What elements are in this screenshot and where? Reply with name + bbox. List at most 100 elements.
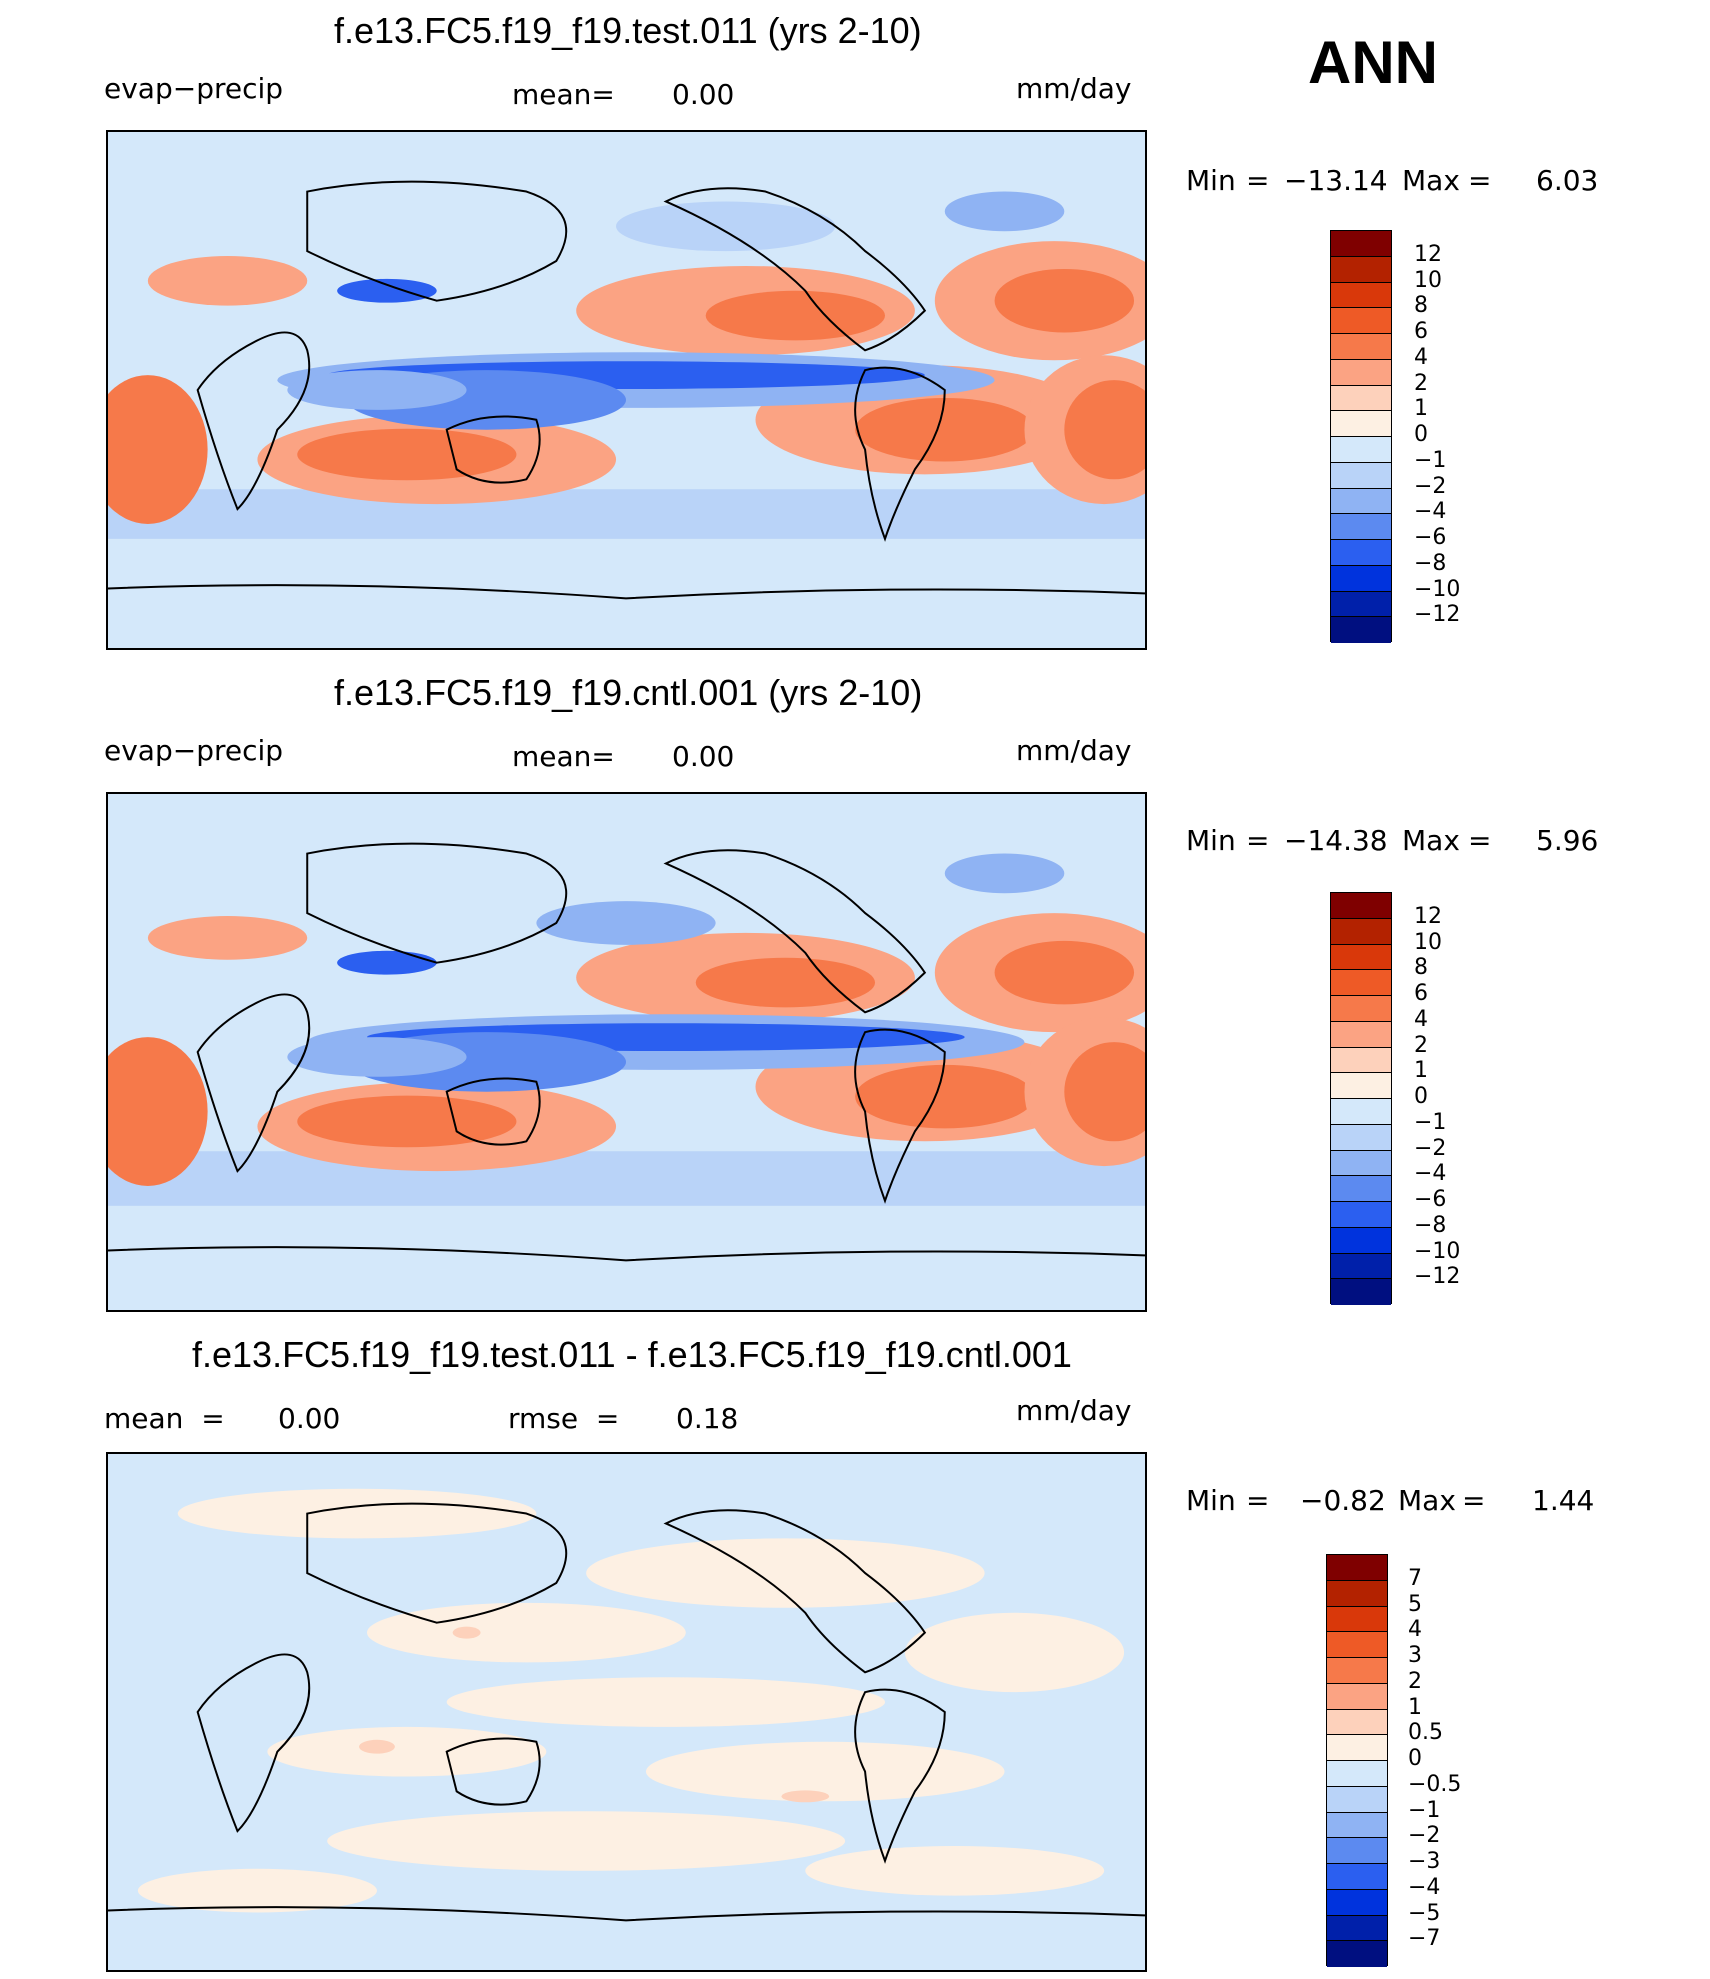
- colorbar-tick-label: −10: [1414, 1238, 1461, 1264]
- colorbar-tick-label: 0: [1414, 422, 1428, 447]
- panel-2-mean-label: mean=: [512, 740, 615, 773]
- panel-1-max-value: 6.03: [1536, 164, 1599, 197]
- colorbar-swatch: [1327, 1812, 1387, 1839]
- colorbar-tick-label: −2: [1408, 1823, 1441, 1849]
- colorbar-swatch: [1327, 1658, 1387, 1684]
- colorbar-tick-label: 1: [1414, 396, 1428, 422]
- colorbar-swatch: [1331, 411, 1391, 437]
- colorbar-tick-label: −1: [1414, 447, 1447, 473]
- panel-3-rmse-value: 0.18: [676, 1402, 739, 1435]
- colorbar-tick-label: 2: [1414, 370, 1428, 396]
- panel-3-min-value: −0.82: [1300, 1484, 1386, 1517]
- colorbar-swatch: [1327, 1606, 1387, 1633]
- colorbar-swatch: [1327, 1915, 1387, 1942]
- panel-2-min-value: −14.38: [1284, 824, 1388, 857]
- colorbar-tick-label: 3: [1408, 1643, 1422, 1668]
- panel-3-max-eq: =: [1462, 1484, 1486, 1517]
- colorbar-swatch: [1327, 1580, 1387, 1607]
- panel-1-variable-label: evap−precip: [104, 72, 284, 105]
- colorbar-tick-label: 12: [1414, 241, 1442, 267]
- panel-3-units-label: mm/day: [1016, 1394, 1132, 1427]
- colorbar-swatch: [1331, 282, 1391, 309]
- colorbar-swatch: [1331, 617, 1391, 643]
- panel-2-units-label: mm/day: [1016, 734, 1132, 767]
- panel-2-min-eq: =: [1246, 824, 1270, 857]
- colorbar-tick-label: 2: [1408, 1668, 1422, 1694]
- colorbar-tick-label: 6: [1414, 981, 1428, 1006]
- colorbar-swatch: [1331, 334, 1391, 360]
- colorbar-swatch: [1331, 1099, 1391, 1125]
- colorbar-swatch: [1331, 437, 1391, 463]
- panel-2-max-eq: =: [1468, 824, 1492, 857]
- colorbar-swatch: [1331, 1227, 1391, 1254]
- colorbar-swatch: [1327, 1555, 1387, 1581]
- colorbar-swatch: [1331, 231, 1391, 257]
- panel-1-mean-value: 0.00: [672, 78, 735, 111]
- colorbar-swatch: [1331, 1073, 1391, 1099]
- panel-2-mean-value: 0.00: [672, 740, 735, 773]
- colorbar-tick-label: −2: [1414, 473, 1447, 499]
- colorbar-swatch: [1331, 1124, 1391, 1151]
- colorbar-swatch: [1327, 1761, 1387, 1787]
- colorbar-swatch: [1331, 359, 1391, 386]
- panel-3-max-value: 1.44: [1532, 1484, 1595, 1517]
- season-label: ANN: [1308, 29, 1438, 96]
- colorbar-tick-label: −8: [1414, 550, 1447, 576]
- panel-3-max-label: Max: [1398, 1484, 1456, 1517]
- colorbar-tick-label: −12: [1414, 1264, 1461, 1290]
- colorbar-swatch: [1331, 591, 1391, 618]
- colorbar-tick-label: 12: [1414, 903, 1442, 929]
- colorbar-tick-label: −6: [1414, 1187, 1447, 1212]
- panel-1-map: [106, 130, 1147, 650]
- colorbar-swatch: [1331, 462, 1391, 489]
- colorbar-tick-label: 7: [1408, 1565, 1422, 1591]
- colorbar-swatch: [1331, 256, 1391, 283]
- colorbar-swatch: [1331, 1150, 1391, 1177]
- colorbar-tick-label: −5: [1408, 1900, 1441, 1926]
- panel-2-min-label: Min: [1186, 824, 1236, 857]
- panel-1-min-label: Min: [1186, 164, 1236, 197]
- panel-3-title: f.e13.FC5.f19_f19.test.011 - f.e13.FC5.f…: [192, 1334, 1072, 1375]
- colorbar-swatch: [1331, 385, 1391, 412]
- colorbar-tick-label: −4: [1414, 499, 1447, 525]
- colorbar-tick-label: −4: [1414, 1161, 1447, 1187]
- colorbar-tick-label: 6: [1414, 319, 1428, 344]
- colorbar-swatch: [1331, 1253, 1391, 1280]
- panel-2-colorbar: [1330, 892, 1392, 1305]
- colorbar-tick-label: −10: [1414, 576, 1461, 602]
- colorbar-tick-label: 4: [1414, 1006, 1428, 1032]
- colorbar-swatch: [1331, 996, 1391, 1022]
- colorbar-swatch: [1327, 1632, 1387, 1658]
- colorbar-tick-label: 1: [1414, 1058, 1428, 1084]
- colorbar-swatch: [1327, 1864, 1387, 1890]
- colorbar-swatch: [1327, 1838, 1387, 1864]
- panel-1-units-label: mm/day: [1016, 72, 1132, 105]
- panel-1-min-value: −13.14: [1284, 164, 1388, 197]
- panel-2-variable-label: evap−precip: [104, 734, 284, 767]
- colorbar-tick-label: −12: [1414, 602, 1461, 628]
- colorbar-tick-label: −2: [1414, 1135, 1447, 1161]
- colorbar-swatch: [1331, 514, 1391, 540]
- colorbar-tick-label: 10: [1414, 267, 1442, 293]
- colorbar-tick-label: −6: [1414, 525, 1447, 550]
- panel-1-title: f.e13.FC5.f19_f19.test.011 (yrs 2-10): [334, 10, 922, 51]
- colorbar-swatch: [1327, 1683, 1387, 1710]
- colorbar-tick-label: −0.5: [1408, 1771, 1462, 1797]
- panel-1-mean-label: mean=: [512, 78, 615, 111]
- colorbar-swatch: [1331, 918, 1391, 945]
- colorbar-tick-label: 5: [1408, 1591, 1422, 1617]
- panel-3-min-label: Min: [1186, 1484, 1236, 1517]
- panel-2-map: [106, 792, 1147, 1312]
- panel-2-max-label: Max: [1402, 824, 1460, 857]
- colorbar-swatch: [1331, 1047, 1391, 1074]
- colorbar-tick-label: −1: [1414, 1109, 1447, 1135]
- colorbar-swatch: [1331, 893, 1391, 919]
- colorbar-swatch: [1331, 540, 1391, 566]
- panel-3-colorbar: [1326, 1554, 1388, 1967]
- colorbar-tick-label: 10: [1414, 929, 1442, 955]
- panel-2-max-value: 5.96: [1536, 824, 1599, 857]
- colorbar-swatch: [1331, 944, 1391, 971]
- colorbar-swatch: [1331, 308, 1391, 334]
- colorbar-swatch: [1331, 1021, 1391, 1048]
- colorbar-tick-label: −4: [1408, 1874, 1441, 1900]
